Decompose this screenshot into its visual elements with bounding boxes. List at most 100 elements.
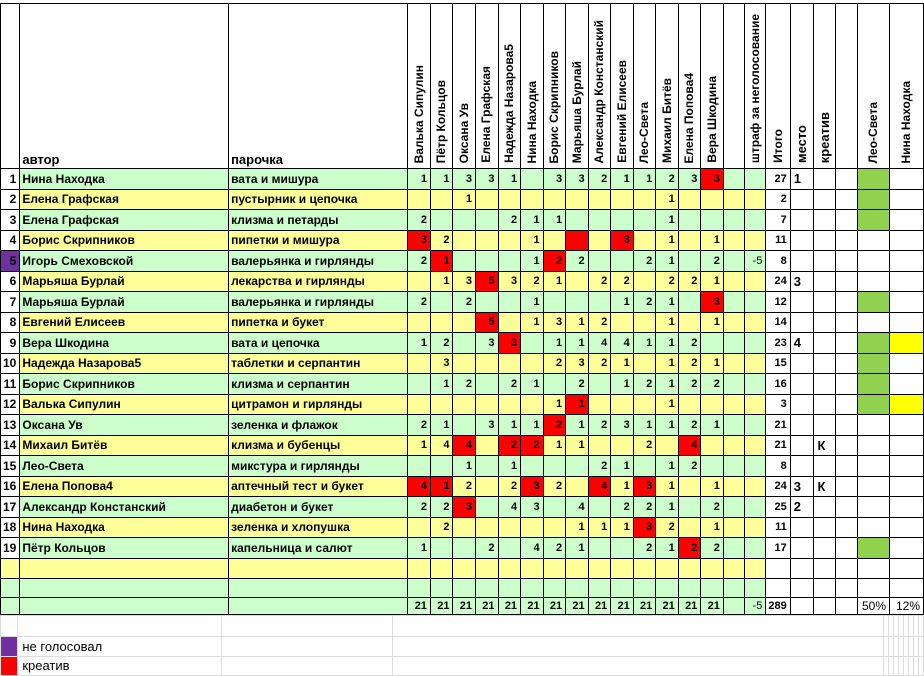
vote-cell[interactable] [655,557,679,579]
pair-cell[interactable]: клизма и петарды [228,209,409,231]
leo-cell[interactable] [857,270,890,292]
place-cell[interactable]: 1 [789,168,814,190]
vote-cell[interactable] [452,537,476,559]
vote-cell[interactable] [587,578,612,598]
vote-cell[interactable] [610,311,634,333]
total-cell[interactable]: 8 [765,455,791,477]
creative-cell[interactable] [812,229,837,251]
votes-total-cell[interactable]: 21 [587,597,612,615]
vote-cell[interactable] [429,557,454,579]
pair-column-header[interactable]: парочка [228,3,409,169]
nina-cell[interactable] [889,270,924,292]
vote-cell[interactable] [632,209,657,231]
row-number-cell[interactable]: 5 [0,250,21,272]
leo-cell[interactable] [857,578,890,598]
vote-cell[interactable]: 3 [475,414,499,436]
penalty-cell[interactable] [743,332,767,354]
row-number-cell[interactable] [0,597,21,615]
row-number-cell[interactable]: 13 [0,414,21,436]
leo-cell[interactable] [857,332,890,354]
vote-cell[interactable]: 1 [520,373,544,395]
vote-cell[interactable]: 2 [587,311,612,333]
vote-cell[interactable]: 1 [429,414,454,436]
penalty-cell[interactable] [743,496,767,518]
voter-column-header[interactable]: Валька Сипулин [407,3,431,169]
vote-cell[interactable]: 2 [475,537,499,559]
corner-cell[interactable] [0,3,21,169]
vote-cell[interactable]: 2 [677,537,702,559]
vote-cell[interactable]: 2 [429,516,454,538]
vote-cell[interactable]: 1 [565,393,589,415]
leo-cell[interactable] [857,537,890,559]
spacer-cell[interactable] [722,414,745,436]
vote-cell[interactable] [565,291,589,313]
vote-cell[interactable]: 1 [610,455,634,477]
spacer-cell[interactable] [835,455,859,477]
vote-cell[interactable]: 2 [632,373,657,395]
spacer-cell[interactable] [722,434,745,456]
nina-cell[interactable] [889,393,924,415]
penalty-cell[interactable] [743,229,767,251]
empty-cell[interactable] [17,615,223,637]
author-cell[interactable]: Игорь Смеховской [19,250,230,272]
vote-cell[interactable] [587,373,612,395]
vote-cell[interactable]: 3 [452,496,476,518]
vote-cell[interactable]: 1 [700,516,724,538]
vote-cell[interactable]: 2 [520,270,544,292]
vote-cell[interactable]: 4 [497,496,522,518]
vote-cell[interactable] [429,537,454,559]
vote-cell[interactable] [632,188,657,210]
vote-cell[interactable]: 1 [520,229,544,251]
leo-cell[interactable] [857,434,890,456]
vote-cell[interactable]: 1 [610,373,634,395]
vote-cell[interactable] [497,229,522,251]
leo-cell[interactable] [857,557,890,579]
creative-column-header[interactable]: креатив [812,3,837,169]
vote-cell[interactable]: 4 [452,434,476,456]
vote-cell[interactable]: 1 [452,188,476,210]
vote-cell[interactable]: 1 [565,516,589,538]
creative-cell[interactable] [812,291,837,313]
author-cell[interactable]: Михаил Битёв [19,434,230,456]
vote-cell[interactable]: 1 [407,434,431,456]
vote-cell[interactable]: 1 [429,373,454,395]
vote-cell[interactable] [475,516,499,538]
vote-cell[interactable] [407,270,431,292]
vote-cell[interactable]: 2 [565,373,589,395]
vote-cell[interactable] [475,557,499,579]
voter-column-header[interactable]: Елена Графская [475,3,499,169]
vote-cell[interactable]: 3 [542,311,567,333]
row-number-cell[interactable]: 6 [0,270,21,292]
vote-cell[interactable]: 1 [565,434,589,456]
vote-cell[interactable]: 1 [452,455,476,477]
empty-cell[interactable] [221,636,394,657]
spacer-cell[interactable] [722,496,745,518]
vote-cell[interactable]: 3 [475,168,499,190]
creative-cell[interactable] [812,352,837,374]
voter-column-header[interactable]: Марьяша Бурлай [565,3,589,169]
vote-cell[interactable]: 2 [700,373,724,395]
spacer-cell[interactable] [722,188,745,210]
voter-column-header[interactable]: Александр Констанский [587,3,612,169]
vote-cell[interactable]: 3 [497,332,522,354]
vote-cell[interactable]: 2 [587,414,612,436]
vote-cell[interactable]: 1 [520,250,544,272]
creative-cell[interactable] [812,414,837,436]
place-cell[interactable] [789,414,814,436]
vote-cell[interactable] [565,578,589,598]
author-cell[interactable]: Марьяша Бурлай [19,291,230,313]
pair-cell[interactable]: цитрамон и гирлянды [228,393,409,415]
vote-cell[interactable]: 1 [542,270,567,292]
vote-cell[interactable]: 1 [565,332,589,354]
pair-cell[interactable] [228,597,409,615]
vote-cell[interactable] [677,516,702,538]
penalty-cell[interactable] [743,291,767,313]
vote-cell[interactable]: 4 [677,434,702,456]
leo-cell[interactable] [857,168,890,190]
vote-cell[interactable] [677,209,702,231]
vote-cell[interactable] [610,557,634,579]
vote-cell[interactable] [587,229,612,251]
leo-cell[interactable] [857,373,890,395]
total-cell[interactable]: 11 [765,516,791,538]
vote-cell[interactable] [677,311,702,333]
